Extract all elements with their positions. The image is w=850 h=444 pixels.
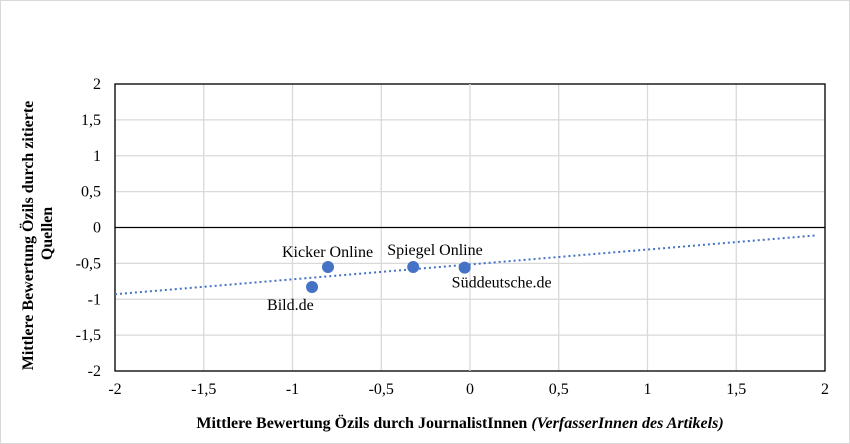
data-point [306,281,319,294]
y-tick-label: -2 [88,363,101,380]
axes [114,83,826,372]
x-tick-label: 0,5 [549,381,569,398]
x-tick-label: -1 [286,381,299,398]
x-tick-label: -0,5 [369,381,394,398]
x-tick-label: 2 [821,381,829,398]
x-tick-label: 1,5 [726,381,746,398]
x-tick-label: 1 [644,381,652,398]
y-tick-label: -1 [88,291,101,308]
x-tick-label: -1,5 [191,381,216,398]
x-axis-title: Mittlere Bewertung Özils durch Journalis… [196,414,723,432]
data-point [322,260,334,273]
data-points: Kicker Online Spiegel Online Süddeutsche.d… [267,242,552,314]
y-tick-label: 2 [93,76,101,93]
y-tick-label: -1,5 [76,327,101,344]
y-tick-label: 1,5 [81,112,101,129]
data-point-label: Spiegel Online [387,242,483,259]
tick-labels: -2 -1,5 -1 -0,5 0 0,5 1 1,5 2 -2 -1,5 -1 -0,5 0 0,5 1 1,… [76,76,829,398]
data-point [458,261,471,274]
y-axis-title: Mittlere Bewertung Özils durch zitierte … [19,97,56,371]
y-tick-label: 0 [93,220,101,237]
x-tick-label: 0 [466,381,474,398]
x-tick-label: -2 [108,381,121,398]
data-point [407,260,420,273]
data-point-label: Kicker Online [282,244,373,261]
y-tick-label: 1 [93,148,101,165]
y-tick-label: -0,5 [76,255,101,272]
data-point-label: Süddeutsche.de [452,275,552,292]
data-point-label: Bild.de [267,297,314,314]
y-tick-label: 0,5 [81,184,101,201]
